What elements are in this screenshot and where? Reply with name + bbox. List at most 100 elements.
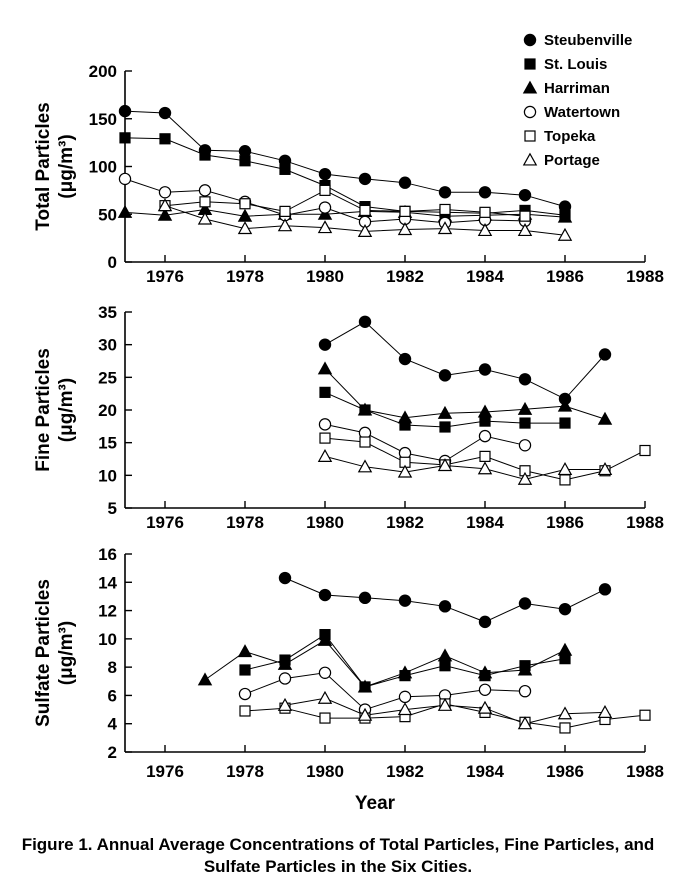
y-tick-label: 20 (98, 401, 117, 420)
series-line-watertown (324, 423, 526, 462)
legend-label: St. Louis (544, 56, 607, 73)
data-point-watertown (398, 690, 412, 704)
y-tick-label: 35 (98, 303, 117, 322)
series-line-watertown (244, 672, 526, 711)
data-point-topeka (559, 474, 571, 486)
series-line-topeka (164, 189, 526, 217)
legend-item-topeka: Topeka (524, 128, 596, 145)
y-tick-label: 100 (89, 158, 117, 177)
data-point-portage (357, 707, 373, 721)
x-tick-label: 1980 (306, 513, 344, 532)
series-line-harriman (324, 368, 606, 420)
data-point-topeka (239, 198, 251, 210)
x-tick-label: 1978 (226, 267, 264, 286)
series-watertown (318, 418, 532, 468)
data-point-harriman (357, 402, 373, 416)
data-point-portage (557, 462, 573, 476)
series-line-portage (324, 455, 605, 480)
data-point-steubenville (478, 186, 492, 199)
y-axis-unit: (μg/m³) (56, 134, 77, 198)
data-point-steubenville (518, 188, 532, 202)
data-point-harriman (237, 208, 253, 222)
data-point-watertown (478, 683, 492, 696)
data-point-harriman (477, 404, 493, 418)
data-point-steubenville (478, 615, 492, 629)
data-point-watertown (118, 172, 132, 186)
series-portage (317, 448, 613, 485)
x-tick-label: 1988 (626, 513, 664, 532)
data-point-harriman (397, 410, 413, 424)
data-point-topeka (399, 205, 411, 217)
x-tick-label: 1988 (626, 762, 664, 781)
data-point-st-louis (119, 132, 131, 144)
data-point-portage (397, 464, 413, 478)
data-point-portage (317, 220, 333, 234)
y-axis-unit: (μg/m³) (56, 378, 77, 442)
data-point-portage (197, 211, 213, 225)
data-point-steubenville (518, 373, 532, 386)
data-point-portage (277, 697, 293, 711)
series-line-steubenville (284, 577, 606, 623)
x-tick-label: 1984 (466, 267, 504, 286)
data-point-steubenville (598, 348, 612, 361)
x-tick-label: 1982 (386, 762, 424, 781)
data-point-steubenville (318, 588, 332, 602)
y-tick-label: 0 (108, 253, 117, 272)
data-point-steubenville (358, 315, 372, 328)
x-tick-label: 1980 (306, 267, 344, 286)
data-point-watertown (158, 186, 172, 199)
data-point-topeka (479, 450, 491, 462)
data-point-steubenville (398, 352, 412, 366)
data-point-topeka (519, 210, 531, 222)
legend-label: Portage (544, 152, 600, 169)
data-point-topeka (559, 722, 571, 734)
x-tick-label: 1984 (466, 762, 504, 781)
data-point-harriman (157, 207, 173, 221)
data-point-watertown (478, 429, 492, 443)
data-point-harriman (477, 665, 493, 679)
chart-panel-2: 5 10 15 20 25 30 35 1976 1978 1980 1982 1984 1986 198… (33, 303, 664, 532)
x-tick-label: 1978 (226, 513, 264, 532)
data-point-portage (277, 218, 293, 232)
data-point-steubenville (438, 369, 452, 382)
data-point-steubenville (318, 167, 332, 181)
data-point-steubenville (398, 176, 412, 189)
data-point-topeka (319, 712, 331, 724)
series-line-steubenville (124, 110, 566, 208)
data-point-steubenville (318, 338, 332, 351)
chart-panel-1: 0 50 100 150 200 1976 1978 1980 1982 1984 1986 1988… (33, 32, 664, 286)
data-point-topeka (239, 705, 251, 717)
y-tick-label: 14 (98, 573, 117, 592)
data-point-portage (477, 700, 493, 714)
data-point-portage (557, 227, 573, 241)
series-line-harriman (204, 639, 566, 688)
y-axis-label: Fine Particles (33, 348, 54, 472)
six-cities-figure: 0 50 100 150 200 1976 1978 1980 1982 1984 1986 1988… (33, 32, 664, 814)
data-point-harriman (197, 672, 213, 686)
data-point-watertown (198, 184, 212, 197)
data-point-steubenville (278, 571, 292, 585)
data-point-harriman (317, 632, 333, 646)
figure-caption: Figure 1. Annual Average Concentrations … (21, 835, 655, 876)
x-tick-label: 1980 (306, 762, 344, 781)
x-tick-label: 1988 (626, 267, 664, 286)
y-axis-label: Sulfate Particles (33, 579, 54, 727)
legend-item-harriman: Harriman (522, 80, 610, 97)
series-line-steubenville (324, 321, 606, 400)
data-point-portage (517, 471, 533, 485)
y-tick-label: 25 (98, 368, 117, 387)
series-watertown (238, 666, 532, 716)
data-point-st-louis (319, 386, 331, 398)
data-point-portage (237, 221, 253, 235)
data-point-topeka (639, 709, 651, 721)
data-point-topeka (279, 205, 291, 217)
data-point-watertown (238, 687, 252, 701)
data-point-st-louis (479, 415, 491, 427)
data-point-harriman (397, 665, 413, 679)
data-point-topeka (479, 206, 491, 218)
data-point-watertown (518, 684, 532, 698)
data-point-steubenville (598, 583, 612, 596)
series-harriman (317, 361, 613, 425)
legend-marker-st-louis (524, 58, 536, 70)
data-point-watertown (318, 201, 332, 214)
